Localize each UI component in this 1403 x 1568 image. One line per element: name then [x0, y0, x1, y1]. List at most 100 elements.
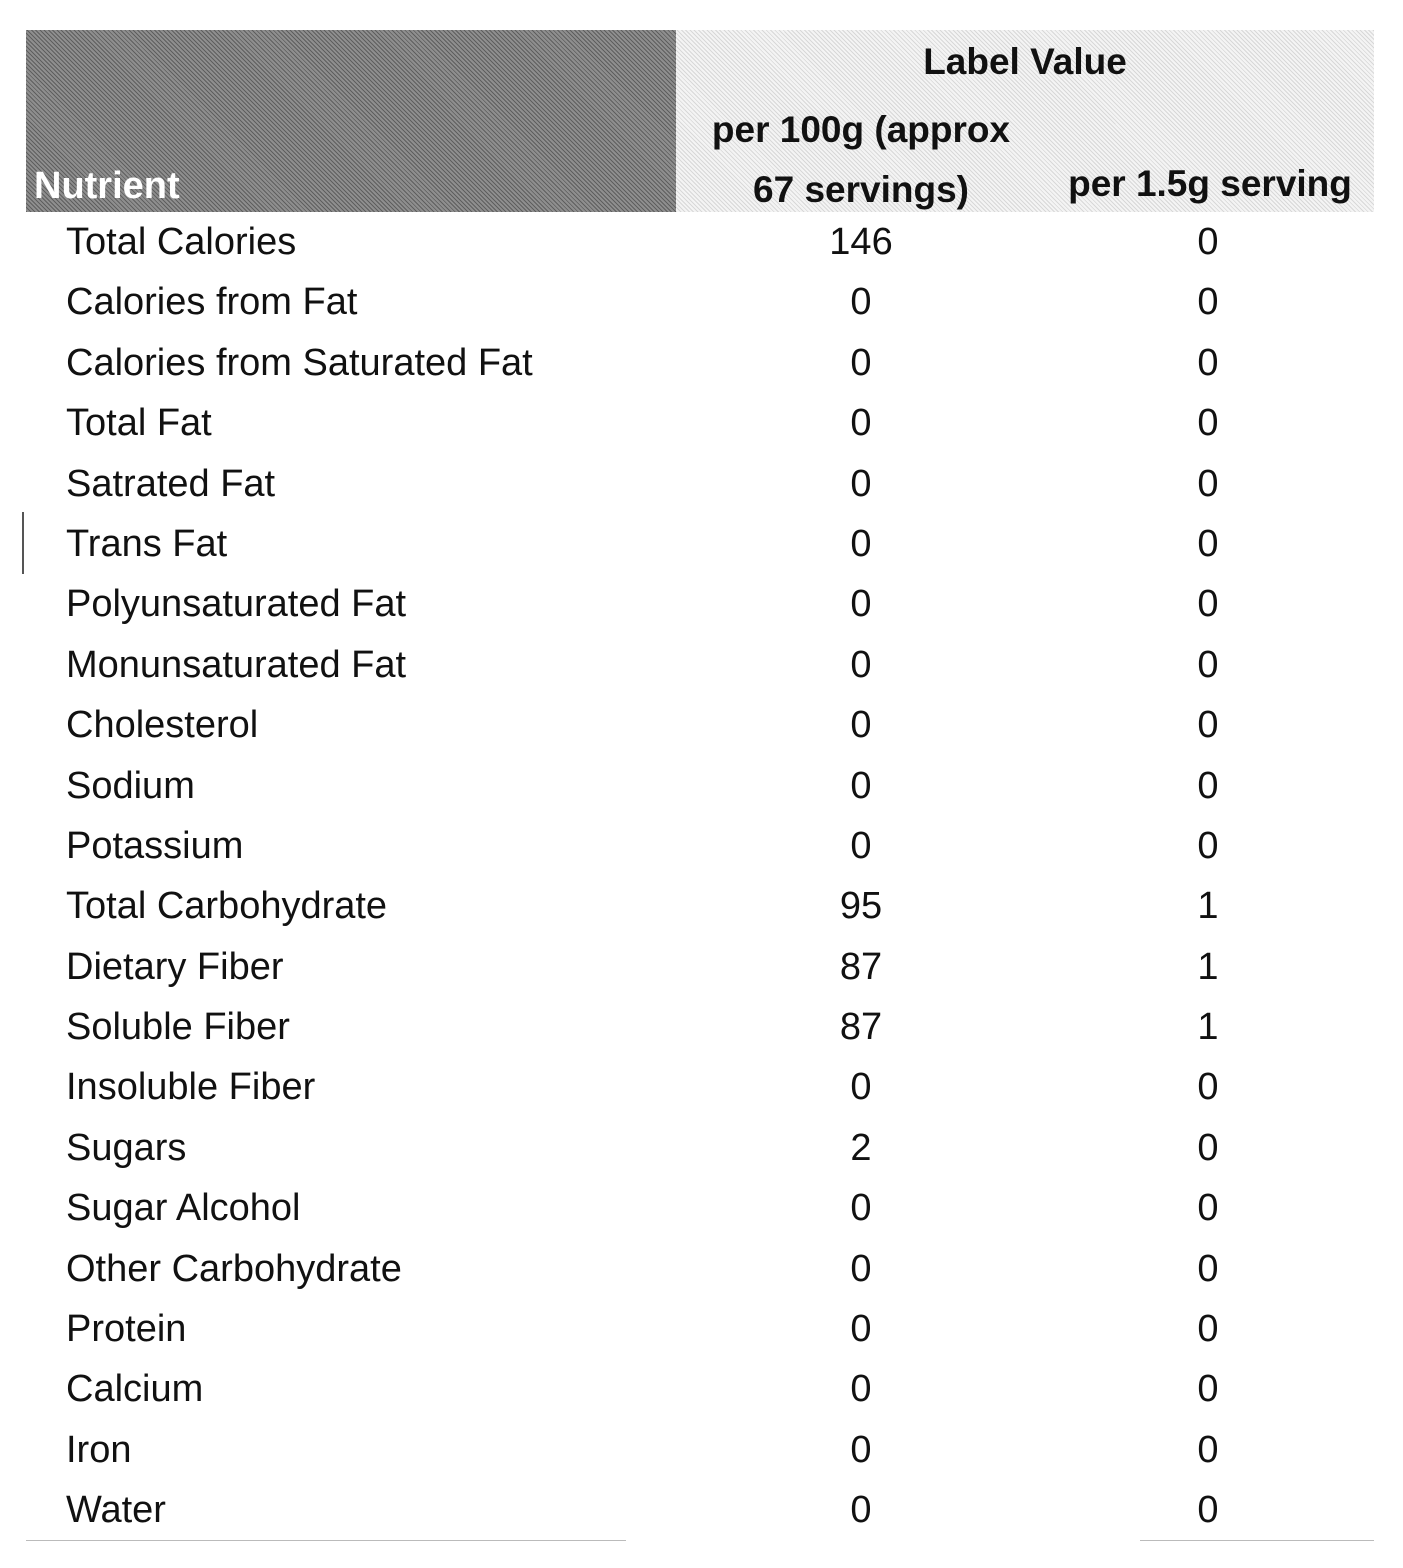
nutrient-name: Soluble Fiber — [66, 1006, 290, 1049]
value-per-100g: 0 — [850, 1247, 872, 1290]
value-per-serving: 1 — [1197, 1006, 1219, 1049]
value-per-serving: 0 — [1197, 643, 1219, 686]
value-per-100g: 0 — [850, 402, 872, 445]
nutrient-name: Monunsaturated Fat — [66, 643, 407, 686]
nutrient-name: Satrated Fat — [66, 462, 276, 505]
table-row: Sugars 2 0 — [26, 1118, 1374, 1178]
table-row: Total Fat 0 0 — [26, 393, 1374, 453]
value-per-serving: 0 — [1197, 704, 1219, 747]
nutrient-name: Calcium — [66, 1368, 204, 1411]
nutrient-name: Iron — [66, 1428, 132, 1471]
value-per-serving: 0 — [1197, 1308, 1219, 1351]
table-row: Satrated Fat 0 0 — [26, 454, 1374, 514]
value-per-100g: 0 — [850, 1368, 872, 1411]
value-per-serving: 1 — [1197, 945, 1219, 988]
header-nutrient-label: Nutrient — [34, 165, 180, 207]
nutrient-name: Potassium — [66, 824, 244, 867]
nutrient-name: Polyunsaturated Fat — [66, 583, 407, 626]
nutrient-name: Water — [66, 1489, 166, 1532]
nutrient-name: Dietary Fiber — [66, 945, 284, 988]
value-per-100g: 0 — [850, 1187, 872, 1230]
table-row: Insoluble Fiber 0 0 — [26, 1057, 1374, 1117]
table-row: Calories from Fat 0 0 — [26, 272, 1374, 332]
value-per-100g: 0 — [850, 341, 872, 384]
nutrient-name: Total Calories — [66, 221, 297, 263]
value-per-100g: 0 — [850, 281, 872, 324]
table-body: Total Calories 146 0 Calories from Fat 0 0 Cal… — [26, 212, 1374, 1541]
table-row: Cholesterol 0 0 — [26, 695, 1374, 755]
value-per-100g: 0 — [850, 1489, 872, 1532]
nutrient-name: Total Carbohydrate — [66, 885, 388, 928]
value-per-serving: 0 — [1197, 1489, 1219, 1532]
value-per-serving: 0 — [1197, 583, 1219, 626]
table-row: Other Carbohydrate 0 0 — [26, 1239, 1374, 1299]
table-row: Soluble Fiber 87 1 — [26, 997, 1374, 1057]
value-per-100g: 0 — [850, 1066, 872, 1109]
table-row: Sugar Alcohol 0 0 — [26, 1178, 1374, 1238]
nutrient-name: Sugars — [66, 1126, 187, 1169]
table-row: Monunsaturated Fat 0 0 — [26, 635, 1374, 695]
header-col-per-100g-line2: 67 servings) — [753, 169, 969, 210]
nutrient-name: Total Fat — [66, 402, 212, 445]
header-col-per-100g: per 100g (approx 67 servings) — [676, 100, 1046, 220]
nutrient-name: Calories from Fat — [66, 281, 358, 324]
table-row: Calories from Saturated Fat 0 0 — [26, 333, 1374, 393]
nutrient-name: Insoluble Fiber — [66, 1066, 316, 1109]
value-per-100g: 0 — [850, 824, 872, 867]
nutrient-name: Sodium — [66, 764, 195, 807]
header-values-cell: Label Value per 100g (approx 67 servings… — [676, 30, 1374, 212]
table-row: Water 0 0 — [26, 1480, 1374, 1540]
value-per-serving: 0 — [1197, 1187, 1219, 1230]
value-per-serving: 0 — [1197, 824, 1219, 867]
header-col-per-100g-line1: per 100g (approx — [711, 109, 1011, 150]
value-per-100g: 95 — [839, 885, 883, 928]
nutrient-name: Protein — [66, 1308, 187, 1351]
bottom-border-left — [26, 1540, 626, 1541]
nutrient-name: Cholesterol — [66, 704, 259, 747]
value-per-serving: 0 — [1197, 1066, 1219, 1109]
value-per-serving: 0 — [1197, 221, 1219, 263]
table-row: Total Calories 146 0 — [26, 212, 1374, 272]
value-per-100g: 87 — [839, 945, 883, 988]
value-per-100g: 87 — [839, 1006, 883, 1049]
margin-mark — [22, 512, 24, 574]
value-per-serving: 0 — [1197, 764, 1219, 807]
table-row: Calcium 0 0 — [26, 1359, 1374, 1419]
value-per-serving: 0 — [1197, 341, 1219, 384]
nutrient-name: Sugar Alcohol — [66, 1187, 301, 1230]
header-group-title: Label Value — [923, 41, 1127, 82]
nutrient-name: Calories from Saturated Fat — [66, 341, 533, 384]
nutrient-name: Trans Fat — [66, 522, 228, 565]
table-row: Trans Fat 0 0 — [26, 514, 1374, 574]
value-per-serving: 0 — [1197, 1368, 1219, 1411]
table-row: Polyunsaturated Fat 0 0 — [26, 574, 1374, 634]
value-per-100g: 2 — [850, 1126, 872, 1169]
table-header: Nutrient Label Value per 100g (approx 67… — [26, 30, 1374, 212]
nutrition-table: Nutrient Label Value per 100g (approx 67… — [26, 30, 1374, 1541]
value-per-serving: 1 — [1197, 885, 1219, 928]
value-per-serving: 0 — [1197, 522, 1219, 565]
table-row: Total Carbohydrate 95 1 — [26, 876, 1374, 936]
value-per-100g: 0 — [850, 462, 872, 505]
value-per-100g: 0 — [850, 1428, 872, 1471]
value-per-100g: 0 — [850, 704, 872, 747]
value-per-serving: 0 — [1197, 462, 1219, 505]
value-per-100g: 146 — [829, 221, 893, 263]
value-per-100g: 0 — [850, 1308, 872, 1351]
value-per-serving: 0 — [1197, 1247, 1219, 1290]
value-per-serving: 0 — [1197, 281, 1219, 324]
bottom-border-right — [1140, 1540, 1374, 1541]
header-nutrient-cell: Nutrient — [26, 30, 676, 212]
value-per-100g: 0 — [850, 764, 872, 807]
table-row: Iron 0 0 — [26, 1420, 1374, 1480]
table-row: Protein 0 0 — [26, 1299, 1374, 1359]
table-row: Potassium 0 0 — [26, 816, 1374, 876]
value-per-serving: 0 — [1197, 1126, 1219, 1169]
value-per-serving: 0 — [1197, 402, 1219, 445]
header-col-per-serving: per 1.5g serving — [1068, 163, 1352, 204]
value-per-100g: 0 — [850, 583, 872, 626]
value-per-100g: 0 — [850, 522, 872, 565]
value-per-100g: 0 — [850, 643, 872, 686]
table-row: Dietary Fiber 87 1 — [26, 937, 1374, 997]
table-row: Sodium 0 0 — [26, 756, 1374, 816]
